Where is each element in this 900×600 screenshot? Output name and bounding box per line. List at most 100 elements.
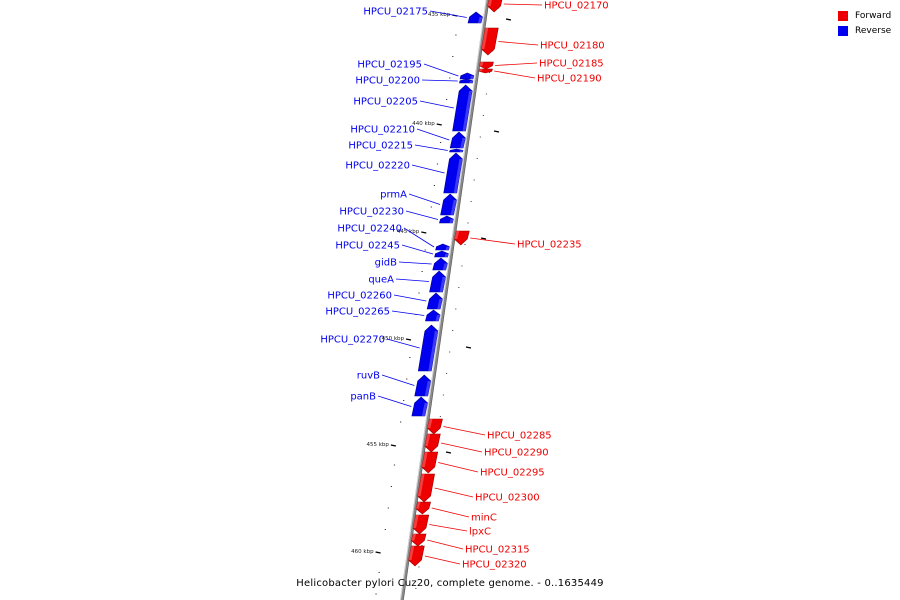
gene-hpcu-02230[interactable] bbox=[439, 215, 454, 224]
gene-hpcu-02260-label[interactable]: HPCU_02260 bbox=[327, 291, 392, 302]
gene-hpcu-02240-label[interactable]: HPCU_02240 bbox=[337, 224, 402, 235]
gene-hpcu-02205-leader bbox=[419, 100, 454, 109]
gene-hpcu-02170-leader bbox=[503, 3, 543, 6]
gene-lpxc[interactable] bbox=[412, 514, 430, 535]
gene-hpcu-02185[interactable] bbox=[479, 61, 494, 70]
gene-lpxc-leader bbox=[429, 524, 468, 532]
gene-hpcu-02260-leader bbox=[393, 294, 427, 302]
legend-label-forward: Forward bbox=[855, 10, 892, 21]
gene-hpcu-02220[interactable] bbox=[443, 152, 463, 194]
gene-hpcu-02175[interactable] bbox=[467, 11, 483, 24]
gene-hpcu-02190-leader bbox=[494, 70, 536, 79]
tick-mark-right bbox=[480, 237, 487, 240]
gene-hpcu-02285-label[interactable]: HPCU_02285 bbox=[487, 431, 552, 442]
gene-hpcu-02245-shade bbox=[444, 253, 449, 257]
gene-prma-label[interactable]: prmA bbox=[380, 190, 407, 201]
legend-item-forward: Forward bbox=[838, 8, 891, 23]
gene-hpcu-02235-label[interactable]: HPCU_02235 bbox=[517, 240, 582, 251]
gene-hpcu-02315-leader bbox=[427, 539, 464, 550]
gene-ruvb-label[interactable]: ruvB bbox=[357, 371, 380, 382]
gene-prma-leader bbox=[408, 193, 441, 205]
gene-hpcu-02300[interactable] bbox=[417, 473, 435, 503]
gene-hpcu-02180-leader bbox=[498, 41, 539, 46]
gene-prma[interactable] bbox=[440, 193, 457, 216]
gene-hpcu-02195-label[interactable]: HPCU_02195 bbox=[357, 60, 422, 71]
gene-quea-shade bbox=[439, 277, 446, 292]
gene-hpcu-02245-label[interactable]: HPCU_02245 bbox=[335, 241, 400, 252]
gene-hpcu-02180-label[interactable]: HPCU_02180 bbox=[540, 41, 605, 52]
gene-hpcu-02265[interactable] bbox=[425, 309, 441, 322]
gene-hpcu-02300-label[interactable]: HPCU_02300 bbox=[475, 493, 540, 504]
gene-hpcu-02190-arrow[interactable] bbox=[478, 68, 493, 74]
gene-hpcu-02245[interactable] bbox=[434, 250, 449, 258]
gene-hpcu-02200[interactable] bbox=[459, 78, 474, 84]
gene-minc-label[interactable]: minC bbox=[471, 513, 497, 524]
gene-hpcu-02215-arrow[interactable] bbox=[449, 148, 464, 153]
gene-hpcu-02175-shade bbox=[478, 16, 483, 23]
gene-hpcu-02210-leader bbox=[416, 128, 450, 141]
gene-hpcu-02315[interactable] bbox=[410, 533, 427, 547]
gene-hpcu-02180[interactable] bbox=[481, 27, 499, 56]
gene-hpcu-02195[interactable] bbox=[459, 72, 475, 80]
gene-hpcu-02205-label[interactable]: HPCU_02205 bbox=[353, 97, 418, 108]
gene-hpcu-02295-label[interactable]: HPCU_02295 bbox=[480, 468, 545, 479]
gene-hpcu-02205-shade bbox=[462, 91, 473, 131]
gene-hpcu-02260[interactable] bbox=[426, 292, 443, 310]
gene-quea-label[interactable]: queA bbox=[368, 275, 394, 286]
gene-hpcu-02235[interactable] bbox=[453, 230, 470, 246]
gene-ruvb-shade bbox=[424, 381, 431, 396]
gene-hpcu-02210-label[interactable]: HPCU_02210 bbox=[350, 125, 415, 136]
legend-item-reverse: Reverse bbox=[838, 23, 891, 38]
gene-hpcu-02320[interactable] bbox=[408, 545, 425, 567]
gene-hpcu-02190[interactable] bbox=[478, 68, 493, 74]
gene-hpcu-02200-shade bbox=[469, 80, 474, 83]
gene-hpcu-02315-label[interactable]: HPCU_02315 bbox=[465, 545, 530, 556]
tick-mark bbox=[436, 123, 442, 126]
gene-quea[interactable] bbox=[429, 270, 446, 293]
gene-hpcu-02220-label[interactable]: HPCU_02220 bbox=[345, 161, 410, 172]
backbone-line bbox=[400, 0, 489, 600]
tick-mark bbox=[375, 551, 381, 554]
legend-swatch-reverse bbox=[838, 25, 848, 36]
gene-minc[interactable] bbox=[415, 501, 431, 515]
gene-hpcu-02270[interactable] bbox=[417, 324, 439, 372]
gene-hpcu-02290[interactable] bbox=[424, 433, 441, 453]
gene-hpcu-02200-label[interactable]: HPCU_02200 bbox=[355, 76, 420, 87]
gene-hpcu-02320-label[interactable]: HPCU_02320 bbox=[462, 560, 527, 571]
gene-hpcu-02205[interactable] bbox=[452, 84, 473, 132]
legend-label-reverse: Reverse bbox=[855, 25, 892, 36]
gene-hpcu-02240[interactable] bbox=[435, 243, 450, 251]
gene-minc-shade bbox=[415, 502, 421, 509]
gene-hpcu-02265-leader bbox=[391, 310, 425, 316]
gene-hpcu-02170-label[interactable]: HPCU_02170 bbox=[544, 1, 609, 12]
gene-hpcu-02270-label[interactable]: HPCU_02270 bbox=[320, 335, 385, 346]
tick-mark bbox=[390, 444, 397, 447]
gene-hpcu-02215-label[interactable]: HPCU_02215 bbox=[348, 141, 413, 152]
gene-hpcu-02220-leader bbox=[411, 164, 445, 174]
gene-gidb[interactable] bbox=[432, 257, 448, 271]
tick-mark-right bbox=[505, 18, 512, 21]
gene-lpxc-label[interactable]: lpxC bbox=[469, 527, 491, 538]
gene-panb-label[interactable]: panB bbox=[350, 392, 376, 403]
gene-hpcu-02185-label[interactable]: HPCU_02185 bbox=[539, 59, 604, 70]
gene-panb-shade bbox=[421, 403, 428, 416]
gene-hpcu-02175-label[interactable]: HPCU_02175 bbox=[363, 7, 428, 18]
gene-hpcu-02290-shade bbox=[424, 434, 431, 446]
gene-hpcu-02285[interactable] bbox=[426, 418, 443, 435]
gene-hpcu-02190-label[interactable]: HPCU_02190 bbox=[537, 74, 602, 85]
gene-panb[interactable] bbox=[411, 396, 428, 417]
gene-hpcu-02230-label[interactable]: HPCU_02230 bbox=[339, 207, 404, 218]
gene-hpcu-02290-label[interactable]: HPCU_02290 bbox=[484, 448, 549, 459]
gene-hpcu-02170[interactable] bbox=[487, 0, 503, 13]
gene-hpcu-02215[interactable] bbox=[449, 148, 464, 153]
gene-gidb-label[interactable]: gidB bbox=[375, 258, 397, 269]
gene-hpcu-02210[interactable] bbox=[449, 131, 466, 149]
gene-hpcu-02185-shade bbox=[479, 62, 484, 66]
gene-hpcu-02295[interactable] bbox=[421, 451, 439, 474]
gene-panb-leader bbox=[377, 395, 412, 407]
gene-hpcu-02180-shade bbox=[481, 28, 489, 49]
gene-ruvb[interactable] bbox=[414, 374, 432, 397]
gene-hpcu-02265-label[interactable]: HPCU_02265 bbox=[325, 307, 390, 318]
gene-hpcu-02200-arrow[interactable] bbox=[459, 78, 474, 84]
gene-hpcu-02215-shade bbox=[459, 150, 464, 152]
